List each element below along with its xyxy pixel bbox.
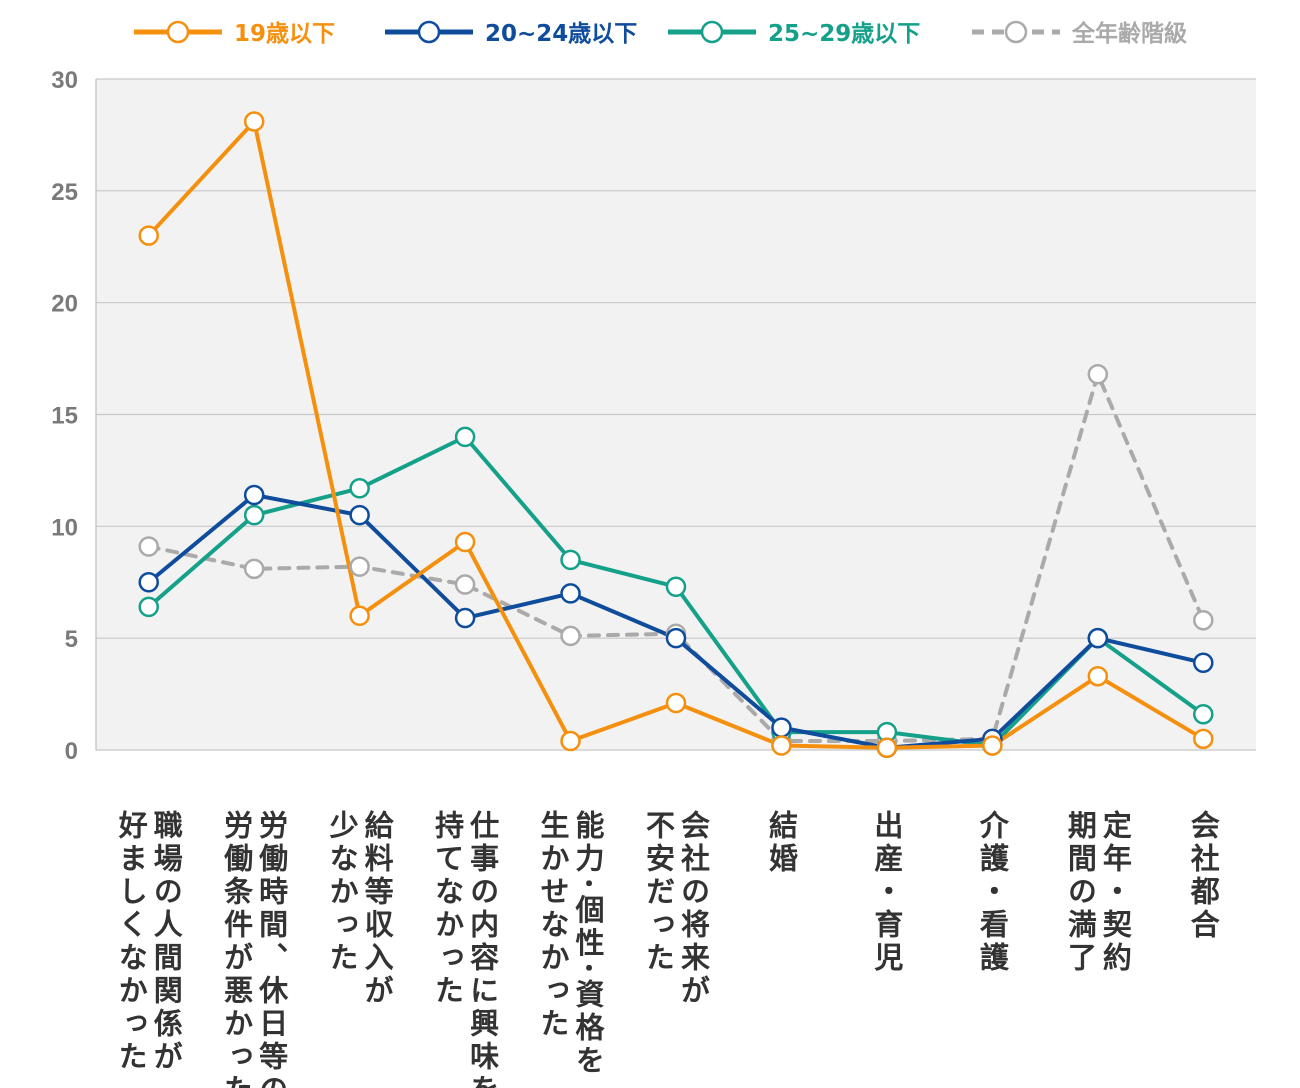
x-category-line: 労働時間、休日等の <box>255 810 290 1088</box>
x-category-line: 能力･個性･資格を <box>571 810 606 1078</box>
data-point <box>138 572 159 593</box>
data-point <box>1193 652 1214 674</box>
data-point <box>243 111 265 132</box>
x-category-line: 持てなかった <box>431 810 465 1008</box>
data-point <box>560 730 581 752</box>
x-category-label: 出産・育児 <box>870 810 904 975</box>
y-tick-label: 0 <box>65 738 78 765</box>
x-category-line: 労働条件が悪かった <box>220 810 255 1088</box>
x-category-line: 仕事の内容に興味を <box>466 810 501 1088</box>
data-point <box>665 627 687 649</box>
data-point <box>560 583 581 604</box>
legend-label: 25~29歳以下 <box>768 21 920 47</box>
x-category-line: 会社の将来が <box>677 810 711 1008</box>
y-axis: 0 5 10 15 20 25 30 <box>51 67 97 765</box>
data-point <box>560 549 581 571</box>
legend-label: 19歳以下 <box>234 21 335 47</box>
x-category-label: 会社都合 <box>1186 810 1221 942</box>
data-point <box>1193 728 1214 750</box>
x-category-line: 好ましくなかった <box>114 810 149 1074</box>
data-point <box>349 605 370 627</box>
chart-legend: 19歳以下 20~24歳以下 25~29歳以下 全年齢階級 <box>134 20 1187 47</box>
data-point <box>138 225 159 246</box>
legend-marker <box>1004 20 1028 44</box>
x-category-line: 給料等収入が <box>360 809 394 1008</box>
legend-marker <box>417 20 441 44</box>
x-category-line: 生かせなかった <box>536 810 570 1041</box>
data-point <box>1193 703 1214 725</box>
data-point <box>454 531 476 553</box>
legend-item: 全年齢階級 <box>972 20 1187 47</box>
data-point <box>454 607 476 629</box>
gridlines <box>96 78 1256 751</box>
x-category-line: 職場の人間関係が <box>149 810 183 1074</box>
data-point <box>1087 627 1109 649</box>
data-point <box>560 625 581 647</box>
data-point <box>349 556 370 577</box>
data-point <box>982 735 1003 756</box>
data-point <box>454 574 476 595</box>
y-tick-label: 15 <box>51 403 78 430</box>
data-point <box>771 735 792 756</box>
data-point <box>665 692 687 714</box>
data-point <box>138 596 159 618</box>
legend-item: 19歳以下 <box>134 20 335 47</box>
y-tick-label: 10 <box>51 514 78 541</box>
data-point <box>243 558 265 580</box>
data-point <box>1087 665 1109 687</box>
data-point <box>243 504 265 526</box>
data-point <box>138 536 159 557</box>
data-point <box>1087 363 1109 385</box>
legend-marker <box>700 20 724 44</box>
x-category-line: 定年・契約 <box>1098 809 1132 975</box>
data-point <box>454 426 476 448</box>
legend-item: 20~24歳以下 <box>385 20 637 47</box>
y-tick-label: 30 <box>51 67 78 94</box>
data-point <box>1193 610 1214 631</box>
data-point <box>665 576 687 597</box>
data-point <box>243 484 265 506</box>
x-category-line: 出産・育児 <box>870 810 904 975</box>
y-tick-label: 5 <box>65 626 78 653</box>
legend-label: 全年齢階級 <box>1071 20 1187 47</box>
data-point <box>771 717 792 738</box>
x-category-label: 介護・看護 <box>975 810 1010 975</box>
y-tick-label: 20 <box>51 291 78 318</box>
data-point <box>349 504 370 526</box>
x-category-line: 期間の満了 <box>1063 810 1097 975</box>
x-category-line: 介護・看護 <box>975 810 1010 975</box>
legend-label: 20~24歳以下 <box>485 21 637 47</box>
data-point <box>876 737 898 759</box>
x-category-line: 結婚 <box>764 809 798 876</box>
x-category-line: 不安だった <box>642 810 676 975</box>
y-tick-label: 25 <box>51 179 78 206</box>
x-category-line: 会社都合 <box>1186 810 1221 942</box>
legend-marker <box>166 20 190 44</box>
x-category-label: 結婚 <box>764 809 798 876</box>
data-point <box>349 478 370 499</box>
x-category-line: 少なかった <box>325 810 359 975</box>
legend-item: 25~29歳以下 <box>668 20 920 47</box>
series-points <box>138 111 1214 759</box>
